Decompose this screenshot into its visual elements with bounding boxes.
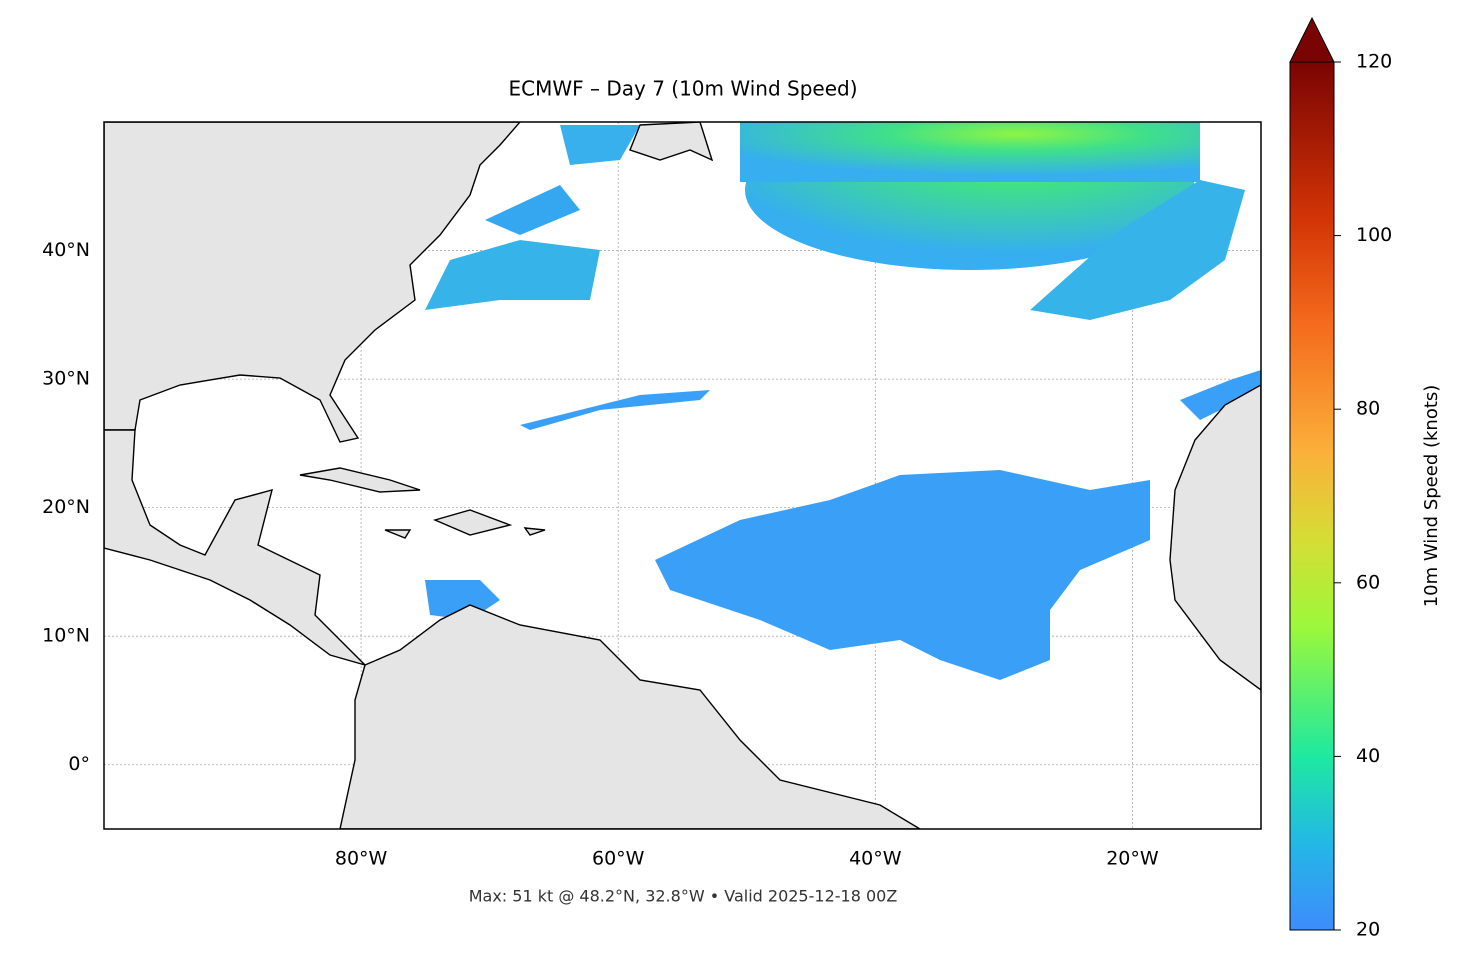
colorbar [1290, 62, 1334, 930]
colorbar-tick-label: 120 [1356, 51, 1392, 73]
y-tick-label: 10°N [42, 625, 90, 647]
y-tick-label: 0° [68, 753, 90, 775]
colorbar-tick-label: 40 [1356, 745, 1380, 767]
x-tick-label: 80°W [335, 848, 388, 870]
x-tick-label: 40°W [849, 848, 902, 870]
y-tick-label: 20°N [42, 496, 90, 518]
y-tick-label: 30°N [42, 368, 90, 390]
axes: 80°W 60°W 40°W 20°W 0° 10°N 20°N 30°N 40°N [42, 239, 1159, 869]
colorbar-tick-label: 80 [1356, 398, 1380, 420]
colorbar-frame [1289, 61, 1335, 931]
footnote: Max: 51 kt @ 48.2°N, 32.8°W • Valid 2025… [469, 887, 898, 906]
map-frame [103, 121, 1262, 830]
x-tick-label: 60°W [592, 848, 645, 870]
colorbar-tick-label: 60 [1356, 571, 1380, 593]
land [104, 122, 1261, 829]
x-tick-label: 20°W [1106, 848, 1159, 870]
colorbar-tick-label: 100 [1356, 224, 1392, 246]
colorbar-axis: 20 40 60 80 100 120 [1334, 51, 1392, 941]
colorbar-extend [1289, 16, 1335, 63]
colorbar-tick-label: 20 [1356, 919, 1380, 941]
colorbar-label: 10m Wind Speed (knots) [1421, 385, 1442, 608]
y-tick-label: 40°N [42, 239, 90, 261]
wind-field [425, 122, 1261, 680]
map-layer [104, 122, 1261, 829]
title: ECMWF – Day 7 (10m Wind Speed) [509, 77, 858, 101]
